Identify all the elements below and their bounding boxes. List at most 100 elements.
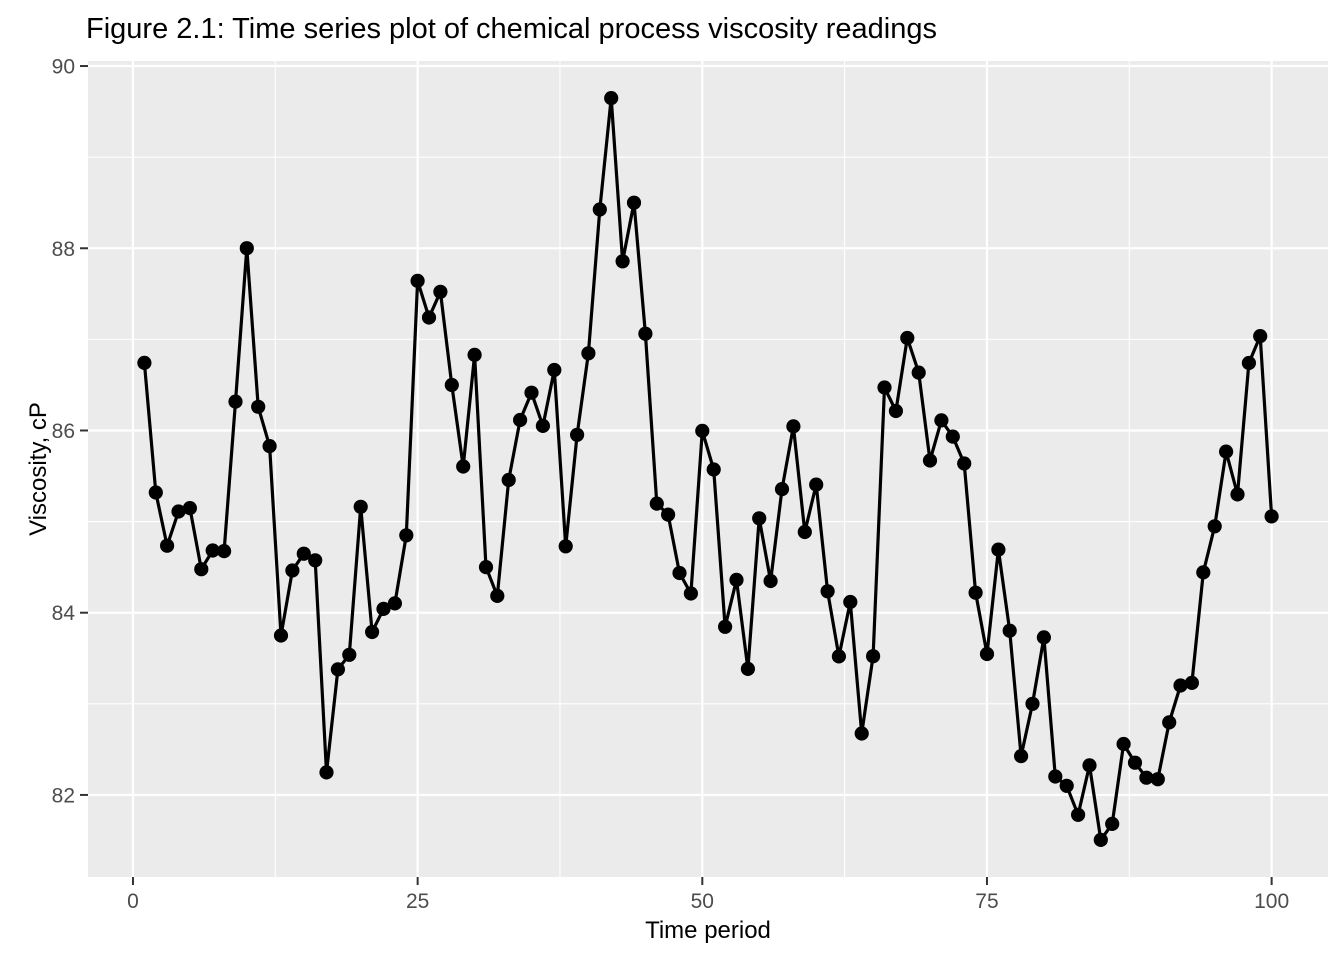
data-point [490,588,505,604]
data-point [319,765,334,780]
data-point [205,543,220,558]
data-point [433,284,448,299]
data-point [1219,444,1234,459]
data-point [1230,487,1245,502]
data-point [729,572,744,588]
data-point [217,544,232,559]
x-tick-label: 50 [691,890,714,913]
y-tick-label: 84 [52,602,76,625]
data-point [1184,675,1199,691]
data-point [649,496,664,511]
data-point [1127,755,1143,770]
y-tick-label: 90 [52,56,75,79]
data-point [148,485,163,500]
data-point [1150,772,1165,787]
data-point [957,456,972,471]
data-point [353,499,368,514]
data-point [866,649,881,664]
data-point [718,619,733,634]
data-point [820,584,835,599]
data-point [262,439,277,454]
data-point [171,504,186,519]
data-point [513,412,528,428]
data-point [615,254,630,269]
data-point [809,477,824,492]
data-point [945,429,960,444]
axis-tick-marks [80,65,1273,885]
data-point [991,542,1006,557]
data-point [399,528,414,543]
data-point [285,563,300,578]
data-point [1196,565,1211,580]
x-tick-label: 0 [127,890,139,913]
plot-title: Figure 2.1: Time series plot of chemical… [86,13,937,45]
data-point [1082,758,1097,773]
y-axis-tick-labels: 82 84 86 88 90 [52,56,76,808]
data-point [160,538,175,553]
data-point [1116,736,1131,752]
data-point [786,419,801,434]
data-point [296,546,311,561]
data-point [797,524,812,540]
data-point [661,507,676,522]
data-point [854,726,869,741]
data-point [581,346,596,361]
data-point [1173,678,1188,693]
data-point [535,418,551,433]
data-point [273,628,289,643]
data-point [1264,509,1279,524]
data-point [228,394,243,409]
x-axis-tick-labels: 0 25 50 75 100 [127,890,1289,913]
data-point [1207,519,1222,534]
data-point [774,482,790,497]
data-point [683,586,699,601]
data-point [1071,807,1086,822]
y-tick-label: 86 [52,420,75,443]
y-axis-title: Viscosity, cP [25,402,52,536]
data-point [194,562,209,577]
data-point [410,273,425,288]
data-point [672,565,687,581]
data-point [456,459,471,474]
data-point [1059,778,1074,793]
data-point [900,330,915,346]
data-point [1105,816,1120,832]
data-point [467,347,482,362]
data-point [979,646,995,662]
data-point [1162,715,1177,730]
data-point [1048,769,1063,784]
data-point [888,403,904,419]
viscosity-data-points [137,91,1279,848]
data-point [251,399,266,414]
data-point [604,91,619,106]
data-point [444,377,459,393]
data-point [592,202,607,217]
y-tick-label: 88 [52,238,75,261]
data-point [1002,623,1017,638]
data-point [706,462,721,477]
data-point [182,501,197,516]
data-point [695,423,710,438]
x-tick-label: 100 [1254,890,1289,913]
data-point [137,355,152,370]
data-point [387,596,402,611]
x-tick-label: 75 [975,890,998,913]
data-point [1014,749,1029,764]
data-point [877,380,892,395]
data-point [763,573,778,589]
data-point [501,472,516,488]
data-point [558,539,573,554]
data-point [376,601,391,617]
data-point [342,647,357,662]
data-point [547,362,562,378]
data-point [421,310,437,325]
data-point [1241,355,1256,371]
data-point [752,511,767,526]
data-point [1093,832,1108,848]
data-point [831,649,847,664]
data-point [524,385,539,400]
data-point [1036,630,1051,645]
data-point [922,453,938,468]
data-point [740,661,756,677]
